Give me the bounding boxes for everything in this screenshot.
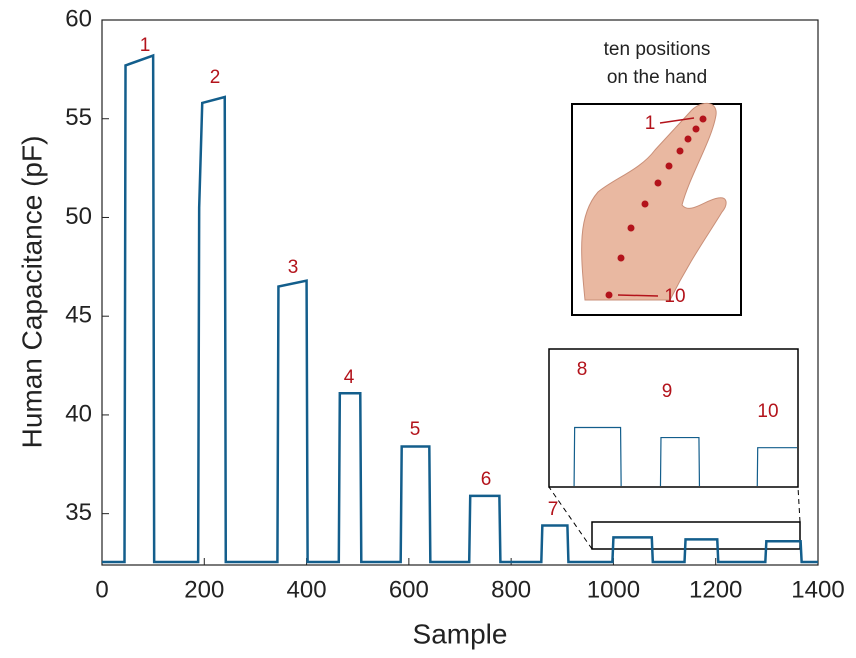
peak-label: 6	[481, 469, 492, 490]
peak-label: 1	[140, 35, 151, 56]
x-tick-label: 1200	[689, 576, 742, 603]
x-tick-label: 600	[389, 576, 429, 603]
peak-label: 9	[662, 381, 673, 402]
peak-label: 10	[757, 401, 778, 422]
y-tick-label: 35	[65, 499, 92, 526]
peak-label: 2	[210, 67, 221, 88]
peak-label: 4	[344, 367, 355, 388]
y-tick-label: 40	[65, 400, 92, 427]
inset-title: on the hand	[607, 67, 707, 88]
arrow	[659, 117, 695, 124]
y-tick-label: 55	[65, 104, 92, 131]
x-tick-label: 400	[287, 576, 327, 603]
peak-label: 7	[548, 499, 559, 520]
arrow	[617, 294, 659, 297]
data-line	[573, 426, 797, 486]
position-dots	[605, 115, 707, 299]
x-tick-label: 200	[184, 576, 224, 603]
y-tick-label: 50	[65, 203, 92, 230]
hand-shape	[581, 102, 727, 301]
data-line	[102, 53, 818, 564]
x-axis-label: Sample	[413, 618, 508, 649]
zoom-connector	[548, 486, 593, 550]
plot-frame	[101, 19, 819, 566]
y-axis-label: Human Capacitance (pF)	[16, 136, 47, 449]
peak-label: 5	[410, 419, 421, 440]
zoom-region	[591, 521, 801, 550]
y-tick-label: 60	[65, 5, 92, 32]
inset-title: ten positions	[604, 39, 711, 60]
hand-label: 10	[664, 286, 685, 307]
hand-inset: 1 10 ten positions on the hand	[571, 39, 742, 316]
zoom-plot	[573, 426, 797, 486]
x-tick-label: 0	[95, 576, 108, 603]
x-tick-label: 800	[491, 576, 531, 603]
peak-label: 3	[288, 257, 299, 278]
x-tick-label: 1000	[587, 576, 640, 603]
zoom-frame	[548, 348, 799, 488]
peak-label: 8	[577, 359, 588, 380]
y-tick-label: 45	[65, 302, 92, 329]
hand-label: 1	[645, 113, 656, 134]
zoom-connector	[797, 486, 801, 523]
x-tick-label: 1400	[791, 576, 844, 603]
